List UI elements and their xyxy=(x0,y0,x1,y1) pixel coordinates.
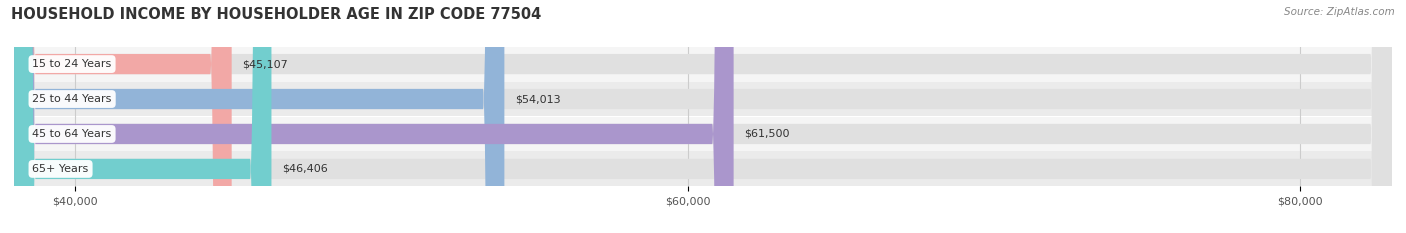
Text: HOUSEHOLD INCOME BY HOUSEHOLDER AGE IN ZIP CODE 77504: HOUSEHOLD INCOME BY HOUSEHOLDER AGE IN Z… xyxy=(11,7,541,22)
Text: $45,107: $45,107 xyxy=(242,59,288,69)
FancyBboxPatch shape xyxy=(14,0,232,233)
Bar xyxy=(14,47,1392,82)
Bar xyxy=(14,151,1392,186)
Text: 25 to 44 Years: 25 to 44 Years xyxy=(32,94,112,104)
FancyBboxPatch shape xyxy=(14,0,1392,233)
Text: $61,500: $61,500 xyxy=(744,129,790,139)
Text: 45 to 64 Years: 45 to 64 Years xyxy=(32,129,111,139)
Bar xyxy=(14,82,1392,116)
Text: $54,013: $54,013 xyxy=(515,94,561,104)
Text: Source: ZipAtlas.com: Source: ZipAtlas.com xyxy=(1284,7,1395,17)
FancyBboxPatch shape xyxy=(14,0,1392,233)
Bar xyxy=(14,116,1392,151)
FancyBboxPatch shape xyxy=(14,0,1392,233)
Text: 15 to 24 Years: 15 to 24 Years xyxy=(32,59,111,69)
Text: 65+ Years: 65+ Years xyxy=(32,164,89,174)
FancyBboxPatch shape xyxy=(14,0,734,233)
FancyBboxPatch shape xyxy=(14,0,271,233)
Text: $46,406: $46,406 xyxy=(283,164,328,174)
FancyBboxPatch shape xyxy=(14,0,505,233)
FancyBboxPatch shape xyxy=(14,0,1392,233)
